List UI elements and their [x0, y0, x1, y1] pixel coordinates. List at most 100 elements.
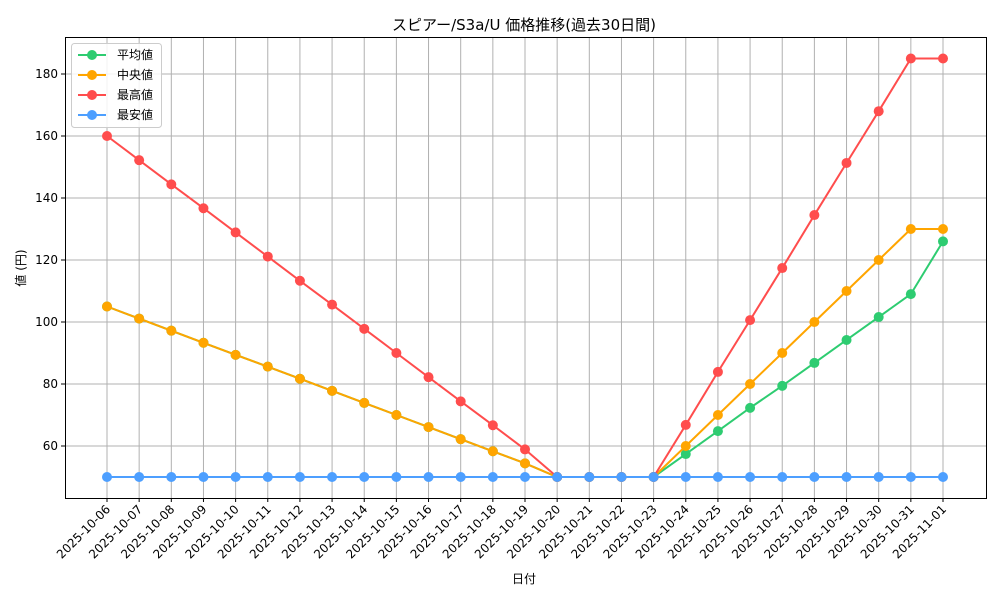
data-point	[809, 317, 820, 327]
data-point	[102, 131, 112, 141]
data-point	[134, 472, 145, 482]
data-point	[423, 372, 434, 383]
grid	[65, 37, 986, 498]
data-point	[809, 472, 820, 482]
data-point	[327, 472, 338, 482]
data-point	[520, 472, 530, 482]
data-point	[359, 397, 370, 408]
data-point	[262, 251, 273, 262]
data-point	[102, 301, 112, 312]
data-point	[294, 472, 305, 482]
data-point	[809, 210, 820, 221]
legend-box	[71, 43, 162, 128]
series-最高値	[102, 53, 948, 482]
data-point	[166, 325, 177, 336]
data-point	[745, 472, 756, 482]
data-point	[873, 255, 884, 265]
data-point	[873, 472, 884, 482]
data-point	[134, 155, 145, 166]
data-point	[455, 434, 466, 445]
data-point	[198, 337, 209, 348]
data-point	[166, 472, 177, 482]
data-point	[552, 472, 563, 482]
data-point	[680, 419, 691, 430]
data-point	[841, 286, 852, 296]
data-point	[134, 313, 145, 324]
data-point	[455, 396, 466, 407]
data-point	[680, 472, 691, 482]
y-tick-label: 100	[35, 315, 58, 329]
data-point	[359, 472, 370, 482]
data-point	[712, 366, 723, 377]
data-point	[873, 312, 884, 323]
legend-label: 最高値	[117, 87, 153, 102]
series-lines	[102, 53, 948, 482]
data-point	[198, 203, 209, 214]
data-point	[873, 106, 884, 117]
legend-label: 中央値	[117, 67, 153, 82]
data-point	[938, 236, 948, 247]
data-point	[327, 385, 338, 396]
data-point	[680, 441, 691, 451]
data-point	[905, 224, 916, 234]
data-point	[777, 348, 788, 358]
data-point	[905, 53, 916, 64]
data-point	[905, 472, 916, 482]
data-point	[584, 472, 595, 482]
data-point	[520, 458, 530, 469]
legend-label: 最安値	[117, 107, 153, 122]
data-point	[520, 444, 530, 455]
legend-label: 平均値	[117, 47, 153, 62]
x-axis-label: 日付	[512, 572, 536, 586]
legend-marker-icon	[87, 70, 97, 80]
data-point	[745, 379, 756, 389]
data-point	[262, 472, 273, 482]
data-point	[230, 227, 241, 238]
y-tick-label: 180	[35, 67, 58, 81]
data-point	[777, 263, 788, 274]
x-axis-ticks: 2025-10-062025-10-072025-10-082025-10-09…	[54, 498, 949, 561]
data-point	[102, 472, 112, 482]
data-point	[712, 426, 723, 437]
data-point	[938, 472, 948, 482]
data-point	[423, 422, 434, 433]
data-point	[616, 472, 627, 482]
data-point	[841, 334, 852, 345]
y-tick-label: 80	[43, 377, 58, 391]
chart-title: スピアー/S3a/U 価格推移(過去30日間)	[392, 16, 656, 34]
legend-marker-icon	[87, 110, 97, 120]
data-point	[262, 361, 273, 372]
data-point	[712, 472, 723, 482]
y-axis-ticks: 60 80 100 120 140 160 180	[35, 67, 65, 453]
data-point	[230, 472, 241, 482]
legend-marker-icon	[87, 90, 97, 100]
data-point	[166, 179, 177, 190]
y-tick-label: 140	[35, 191, 58, 205]
data-point	[809, 357, 820, 368]
data-point	[359, 323, 370, 334]
data-point	[777, 472, 788, 482]
data-point	[294, 373, 305, 384]
data-point	[648, 472, 659, 482]
data-point	[680, 449, 691, 460]
series-最安値	[102, 472, 948, 482]
data-point	[198, 472, 209, 482]
data-point	[938, 224, 948, 234]
y-tick-label: 160	[35, 129, 58, 143]
data-point	[905, 289, 916, 300]
data-point	[327, 299, 338, 310]
data-point	[777, 380, 788, 391]
data-point	[455, 472, 466, 482]
legend-marker-icon	[87, 50, 97, 60]
y-tick-label: 120	[35, 253, 58, 267]
data-point	[487, 472, 498, 482]
data-point	[712, 410, 723, 420]
plot-frame	[65, 37, 987, 499]
y-tick-label: 60	[43, 439, 58, 453]
series-中央値	[102, 224, 948, 482]
data-point	[938, 53, 948, 64]
data-point	[294, 275, 305, 286]
data-point	[745, 315, 756, 326]
